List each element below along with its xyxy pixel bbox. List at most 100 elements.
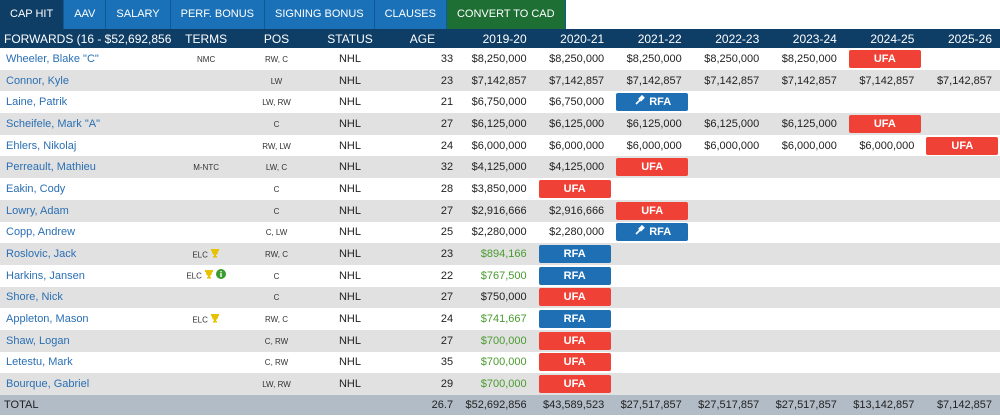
forwards-table: FORWARDS (16 - $52,692,856) TERMS POS STATU… [0, 29, 1000, 415]
player-name-link[interactable]: Connor, Kyle [0, 69, 172, 92]
season-cell: $4,125,000 [534, 156, 613, 179]
season-cell: $2,280,000 [534, 221, 613, 244]
badge-label: UFA [951, 139, 974, 152]
tab-convert-to-cad[interactable]: CONVERT TO CAD [446, 0, 566, 29]
season-cell [689, 156, 768, 179]
position-label: C, RW [264, 336, 289, 346]
position-label: LW, RW [262, 98, 291, 108]
season-cell [767, 286, 845, 309]
season-cell [689, 178, 768, 200]
position-cell: C, RW [240, 351, 313, 374]
player-name-link[interactable]: Roslovic, Jack [0, 243, 172, 265]
status-cell: NHL [312, 264, 388, 287]
table-row: Ehlers, Nikolaj RW, LW NHL 24 $6,000,000 $6,0… [0, 134, 1000, 157]
player-name-link[interactable]: Shaw, Logan [0, 329, 172, 352]
tab-signing-bonus[interactable]: SIGNING BONUS [264, 0, 375, 29]
season-cell: UFA [534, 178, 613, 200]
season-cell [767, 264, 845, 287]
position-label: C, LW [265, 228, 288, 238]
player-name-link[interactable]: Bourque, Gabriel [0, 373, 172, 395]
age-cell: 29 [387, 373, 458, 395]
position-cell: LW, C [240, 156, 313, 179]
position-label: C, RW [264, 358, 289, 368]
position-label: C [273, 184, 280, 194]
badge-label: UFA [873, 52, 896, 65]
tab-clauses[interactable]: CLAUSES [374, 0, 447, 29]
position-cell: RW, LW [240, 134, 313, 157]
player-name-link[interactable]: Ehlers, Nikolaj [0, 134, 172, 157]
total-cap-hit: $43,589,523 [534, 395, 613, 415]
ufa-badge: UFA [616, 158, 689, 177]
table-header-row: FORWARDS (16 - $52,692,856) TERMS POS STATU… [0, 29, 1000, 48]
player-name-link[interactable]: Appleton, Mason [0, 308, 172, 330]
season-cell [922, 286, 1000, 309]
cap-hit-value: $6,125,000 [704, 117, 760, 130]
season-cell: $6,000,000 [534, 134, 613, 157]
season-cell: $6,125,000 [689, 113, 768, 135]
rfa-badge: RFA [538, 266, 611, 285]
season-cell: $8,250,000 [534, 48, 613, 70]
player-name-link[interactable]: Harkins, Jansen [0, 264, 172, 287]
position-label: C [273, 293, 280, 303]
cap-hit-value: $6,125,000 [781, 117, 837, 130]
badge-label: UFA [563, 291, 586, 304]
table-row: Connor, Kyle LW NHL 23 $7,142,857 $7,142,857 $… [0, 69, 1000, 92]
player-name-link[interactable]: Copp, Andrew [0, 221, 172, 244]
ufa-badge: UFA [538, 375, 611, 394]
age-cell: 33 [387, 48, 458, 70]
season-cell [612, 373, 690, 395]
terms-cell [171, 113, 241, 135]
season-cell [844, 199, 923, 222]
total-row: TOTAL 26.7 $52,692,856 $43,589,523 $27,517,8… [0, 395, 1000, 415]
total-cap-hit: $52,692,856 [457, 395, 535, 415]
player-name-link[interactable]: Wheeler, Blake "C" [0, 48, 172, 70]
age-cell: 27 [387, 286, 458, 309]
table-row: Lowry, Adam C NHL 27 $2,916,666 $2,916,666 UFA [0, 199, 1000, 222]
season-cell: UFA [534, 329, 613, 352]
terms-label: ELC [186, 271, 202, 281]
player-name-link[interactable]: Perreault, Mathieu [0, 156, 172, 179]
season-cell: $6,750,000 [457, 91, 535, 114]
season-cell [689, 373, 768, 395]
ufa-badge: UFA [538, 353, 611, 372]
status-cell: NHL [312, 308, 388, 330]
season-cell [844, 264, 923, 287]
age-cell: 25 [387, 221, 458, 244]
cap-hit-value: $8,250,000 [781, 52, 837, 65]
info-circle-icon[interactable] [215, 269, 226, 282]
position-label: C [273, 271, 280, 281]
player-name-link[interactable]: Eakin, Cody [0, 178, 172, 200]
status-cell: NHL [312, 243, 388, 265]
tab-aav[interactable]: AAV [64, 0, 107, 29]
table-row: Shore, Nick C NHL 27 $750,000 UFA [0, 286, 1000, 309]
tab-cap-hit[interactable]: CAP HIT [0, 0, 65, 29]
cap-hit-value: $741,667 [480, 313, 527, 326]
season-cell [922, 329, 1000, 352]
player-name-link[interactable]: Scheifele, Mark "A" [0, 113, 172, 135]
season-cell: $6,125,000 [534, 113, 613, 135]
player-name-link[interactable]: Shore, Nick [0, 286, 172, 309]
season-cell [844, 286, 923, 309]
table-row: Laine, Patrik LW, RW NHL 21 $6,750,000 $6,750… [0, 91, 1000, 114]
player-name-link[interactable]: Letestu, Mark [0, 351, 172, 374]
season-cell [767, 329, 845, 352]
season-cell [922, 308, 1000, 330]
age-cell: 27 [387, 329, 458, 352]
season-cell [922, 199, 1000, 222]
player-name-link[interactable]: Laine, Patrik [0, 91, 172, 114]
season-cell: UFA [534, 373, 613, 395]
table-row: Appleton, Mason ELC RW, C NHL 24 $741,667 RFA [0, 308, 1000, 330]
total-cap-hit: $7,142,857 [922, 395, 1000, 415]
season-cell: $767,500 [457, 264, 535, 287]
column-header: 2023-24 [767, 29, 845, 48]
column-header: AGE [387, 29, 458, 48]
tab-salary[interactable]: SALARY [106, 0, 171, 29]
badge-label: UFA [873, 117, 896, 130]
terms-label: NMC [197, 54, 216, 64]
tab-perf-bonus[interactable]: PERF. BONUS [170, 0, 265, 29]
table-row: Bourque, Gabriel LW, RW NHL 29 $700,000 UFA [0, 373, 1000, 395]
cap-hit-value: $700,000 [480, 334, 527, 347]
position-cell: RW, C [240, 243, 313, 265]
terms-cell [171, 178, 241, 200]
player-name-link[interactable]: Lowry, Adam [0, 199, 172, 222]
